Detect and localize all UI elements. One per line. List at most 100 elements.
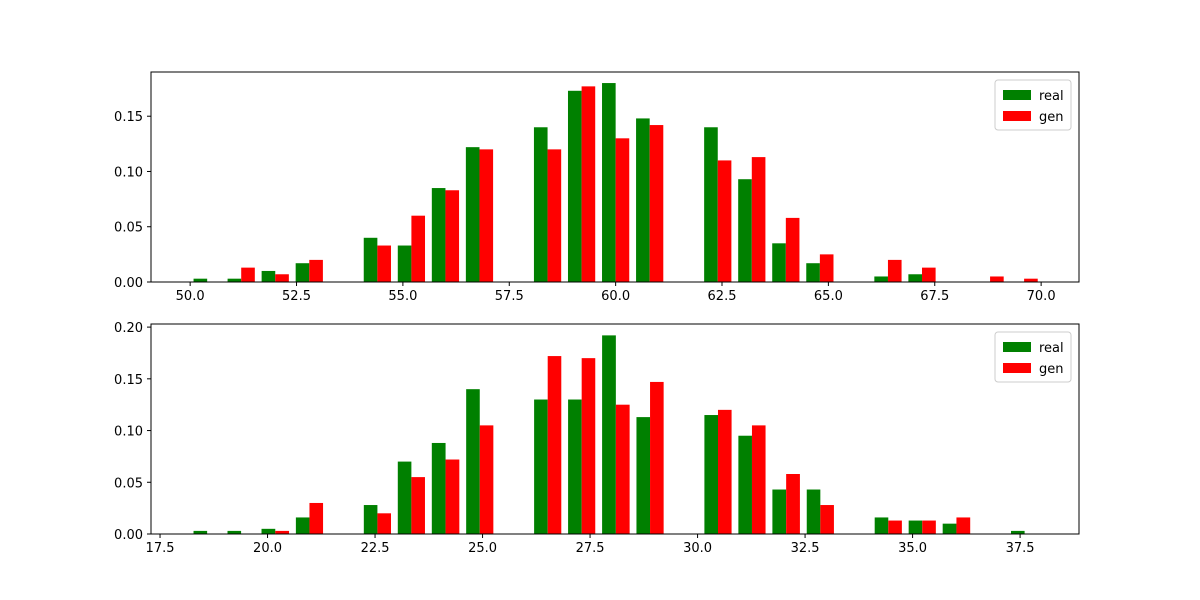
bar bbox=[295, 263, 310, 282]
x-tick-label: 17.5 bbox=[146, 541, 175, 556]
x-tick-label: 20.0 bbox=[253, 541, 282, 556]
bar bbox=[309, 259, 323, 282]
axes-frame bbox=[150, 323, 1080, 535]
y-tick-label: 0.00 bbox=[114, 276, 143, 291]
bar bbox=[547, 356, 562, 534]
subplot: 50.0 52.5 55.0 57.5 60.0 62.5 65.0 67.5 70.0 0.00… bbox=[114, 71, 1080, 304]
x-tick-label: 35.0 bbox=[898, 541, 927, 556]
bar bbox=[602, 83, 616, 282]
bar bbox=[717, 160, 732, 282]
x-tick-label: 60.0 bbox=[601, 289, 630, 304]
legend: real gen bbox=[994, 331, 1072, 383]
bar bbox=[227, 278, 242, 282]
bar bbox=[411, 215, 426, 282]
x-tick-label: 62.5 bbox=[708, 289, 737, 304]
legend-swatch bbox=[1003, 111, 1031, 121]
bar bbox=[1024, 278, 1038, 282]
y-tick-label: 0.10 bbox=[114, 425, 143, 440]
bar bbox=[193, 530, 208, 534]
y-tick-label: 0.20 bbox=[114, 321, 143, 336]
x-tick-label: 55.0 bbox=[388, 289, 417, 304]
bar bbox=[431, 188, 446, 282]
bar bbox=[295, 517, 310, 534]
y-tick-label: 0.05 bbox=[114, 476, 143, 491]
bar bbox=[888, 520, 902, 534]
bar bbox=[921, 267, 936, 282]
bar bbox=[751, 425, 766, 534]
bar bbox=[377, 513, 391, 534]
y-tick-label: 0.15 bbox=[114, 110, 143, 125]
bar bbox=[411, 477, 425, 534]
bar bbox=[602, 335, 616, 534]
legend-swatch bbox=[1003, 363, 1031, 373]
legend-swatch bbox=[1003, 342, 1031, 352]
legend-label: real bbox=[1039, 89, 1064, 104]
bar bbox=[397, 245, 412, 282]
x-tick-label: 67.5 bbox=[920, 289, 949, 304]
bar bbox=[751, 157, 766, 282]
bar bbox=[241, 267, 255, 282]
bar bbox=[942, 523, 957, 534]
bar bbox=[615, 138, 630, 282]
legend-label: real bbox=[1039, 341, 1064, 356]
legend-label: gen bbox=[1039, 362, 1064, 377]
bar bbox=[615, 404, 630, 534]
bar bbox=[636, 118, 650, 282]
x-tick-label: 22.5 bbox=[361, 541, 390, 556]
x-tick-label: 25.0 bbox=[468, 541, 497, 556]
bar bbox=[1011, 530, 1025, 534]
bar bbox=[887, 259, 902, 282]
bar bbox=[956, 517, 971, 534]
bar bbox=[479, 149, 494, 282]
x-tick-label: 52.5 bbox=[282, 289, 311, 304]
bar bbox=[772, 489, 787, 534]
y-tick-label: 0.15 bbox=[114, 373, 143, 388]
axes-frame bbox=[150, 71, 1080, 283]
legend-label: gen bbox=[1039, 110, 1064, 125]
bar bbox=[581, 358, 596, 534]
bar bbox=[227, 530, 242, 534]
bar bbox=[922, 520, 936, 534]
bar bbox=[261, 528, 276, 534]
bar bbox=[820, 505, 834, 534]
x-tick-label: 32.5 bbox=[791, 541, 820, 556]
bar bbox=[363, 237, 378, 282]
bar bbox=[193, 278, 208, 282]
bar bbox=[738, 179, 752, 282]
bar bbox=[479, 425, 494, 534]
bar bbox=[785, 217, 800, 282]
bar bbox=[874, 276, 888, 282]
x-tick-label: 65.0 bbox=[814, 289, 843, 304]
bar bbox=[397, 461, 412, 534]
bar bbox=[309, 502, 324, 534]
legend: real gen bbox=[994, 79, 1072, 131]
legend-swatch bbox=[1003, 90, 1031, 100]
bar bbox=[806, 263, 820, 282]
bar bbox=[445, 459, 460, 534]
bar bbox=[567, 90, 582, 282]
x-tick-label: 27.5 bbox=[576, 541, 605, 556]
bar bbox=[704, 127, 718, 283]
subplot: 17.5 20.0 22.5 25.0 27.5 30.0 32.5 35.0 37.5 0.00… bbox=[114, 321, 1080, 556]
bar bbox=[466, 389, 480, 534]
x-tick-label: 70.0 bbox=[1027, 289, 1056, 304]
bar bbox=[717, 409, 732, 534]
bar bbox=[908, 274, 922, 282]
bar bbox=[819, 254, 834, 282]
bar bbox=[275, 274, 289, 282]
bar bbox=[650, 381, 664, 534]
x-tick-label: 30.0 bbox=[683, 541, 712, 556]
bar bbox=[533, 127, 548, 283]
bar bbox=[261, 270, 276, 282]
bar bbox=[465, 147, 480, 282]
bar bbox=[275, 530, 290, 534]
bar bbox=[990, 276, 1004, 282]
bar bbox=[738, 435, 752, 534]
y-tick-label: 0.10 bbox=[114, 165, 143, 180]
x-tick-label: 37.5 bbox=[1006, 541, 1035, 556]
bar bbox=[874, 517, 889, 534]
x-tick-label: 57.5 bbox=[495, 289, 524, 304]
bar bbox=[547, 149, 562, 282]
bar bbox=[534, 399, 548, 534]
